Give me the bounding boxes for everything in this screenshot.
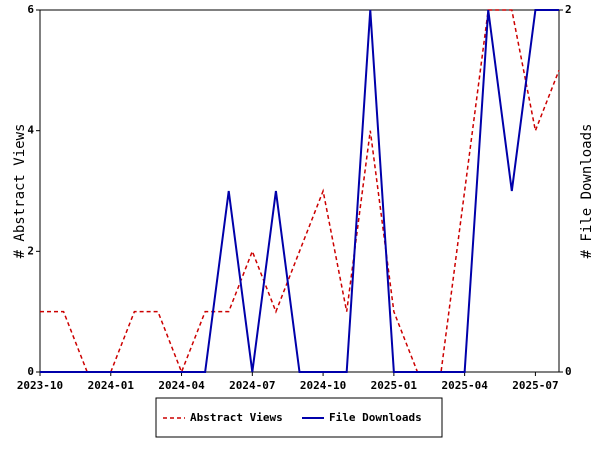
series-line <box>40 9 560 375</box>
y-axis-label: # Abstract Views <box>12 124 28 259</box>
y-tick-label: 6 <box>27 3 34 16</box>
x-tick-label: 2024-10 <box>300 379 346 392</box>
x-tick-label: 2024-04 <box>158 379 205 392</box>
legend-box <box>155 397 443 438</box>
x-tick-label: 2023-10 <box>17 379 63 392</box>
x-tick-label: 2025-07 <box>512 379 558 392</box>
x-tick-label: 2025-04 <box>441 379 488 392</box>
y-tick-label: 4 <box>27 124 34 137</box>
y-tick-label: 0 <box>27 365 34 378</box>
x-tick-label: 2025-01 <box>371 379 418 392</box>
y2-axis-label: # File Downloads <box>579 124 595 259</box>
legend-label: Abstract Views <box>190 411 283 424</box>
y2-tick-label: 0 <box>565 365 572 378</box>
series-line <box>40 9 559 373</box>
x-tick-label: 2024-01 <box>88 379 135 392</box>
legend-label: File Downloads <box>329 411 422 424</box>
y2-tick-label: 2 <box>565 3 572 16</box>
x-tick-label: 2024-07 <box>229 379 275 392</box>
y-tick-label: 2 <box>27 244 34 257</box>
